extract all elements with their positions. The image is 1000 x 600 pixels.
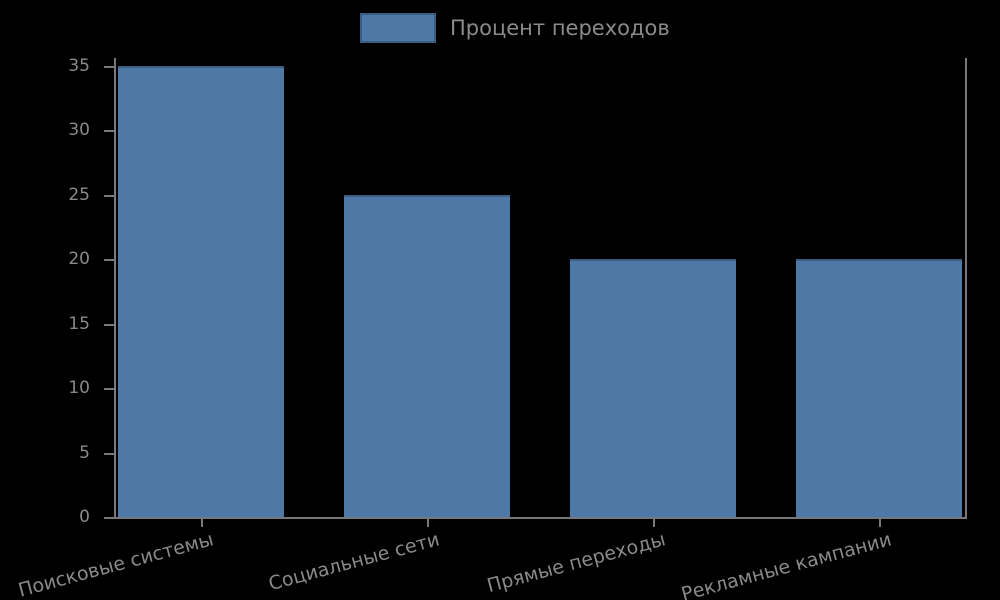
y-tick-label: 20 [68,249,90,269]
y-tick-mark [104,452,114,455]
y-axis-right-spine [965,58,967,519]
y-tick-mark [104,259,114,261]
y-tick-mark [104,194,114,197]
y-tick-label: 30 [68,120,90,140]
x-tick-mark [201,519,203,527]
x-tick-mark [427,519,429,527]
x-tick-mark [653,519,655,527]
x-category-label: Прямые переходы [484,528,668,598]
legend-swatch [360,13,436,43]
y-tick-label: 25 [68,184,90,205]
x-category-label: Поисковые системы [15,528,216,600]
x-category-label: Социальные сети [266,528,442,596]
x-category-label: Рекламные кампании [678,528,894,600]
x-axis-spine [114,517,967,519]
y-tick-mark [104,388,114,390]
bar-2 [344,194,510,517]
y-tick-mark [104,130,114,132]
y-tick-label: 0 [79,507,90,527]
bar-3 [570,259,736,517]
y-tick-mark [104,517,114,519]
bar-1 [118,65,284,517]
y-tick-mark [104,323,114,326]
y-tick-mark [104,65,114,68]
y-axis-left-spine [114,58,116,519]
legend-label: Процент переходов [450,16,670,40]
y-tick-label: 35 [68,55,90,76]
y-tick-label: 10 [68,378,90,398]
bar-4 [796,259,962,517]
x-tick-mark [879,519,881,527]
y-tick-label: 5 [79,442,90,463]
y-tick-label: 15 [68,313,90,334]
legend: Процент переходов [360,13,670,43]
